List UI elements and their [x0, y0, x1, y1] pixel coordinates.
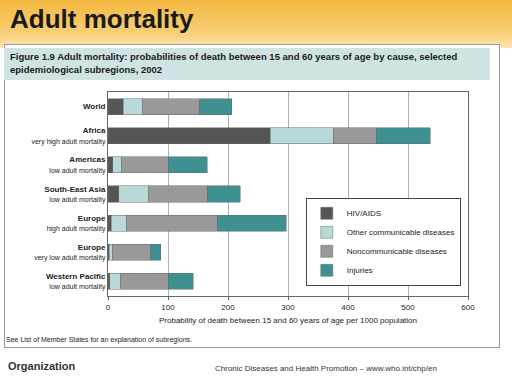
html-text:Chronic Diseases and Health Pr: Chronic Diseases and Health Promotion – …	[215, 364, 437, 373]
svg-text:Other communicable diseases: Other communicable diseases	[347, 228, 455, 237]
svg-text:Injuries: Injuries	[347, 266, 373, 275]
svg-text:600: 600	[461, 303, 475, 312]
svg-text:Europehigh adult mortality: Europehigh adult mortality	[47, 214, 106, 233]
svg-text:300: 300	[281, 303, 295, 312]
svg-text:Western Pacificlow adult morta: Western Pacificlow adult mortality	[46, 272, 106, 291]
svg-text:100: 100	[161, 303, 175, 312]
svg-text:Europevery low adult mortality: Europevery low adult mortality	[34, 243, 106, 262]
svg-text:0: 0	[106, 303, 111, 312]
html-text:Figure 1.9 Adult mortality: pr: Figure 1.9 Adult mortality: probabilitie…	[10, 51, 458, 75]
html-text:Adult mortality: Adult mortality	[10, 4, 194, 34]
svg-text:Noncommunicable diseases: Noncommunicable diseases	[347, 247, 447, 256]
svg-text:HIV/AIDS: HIV/AIDS	[347, 209, 381, 218]
svg-text:Americaslow adult mortality: Americaslow adult mortality	[49, 155, 106, 174]
html-text:See List of Member States for: See List of Member States for an explana…	[6, 336, 192, 343]
svg-text:500: 500	[401, 303, 415, 312]
svg-text:Probability of death between 1: Probability of death between 15 and 60 y…	[159, 316, 417, 325]
svg-text:World: World	[83, 102, 106, 111]
html-text:Organization: Organization	[8, 360, 76, 372]
svg-text:South-East Asialow adult morta: South-East Asialow adult mortality	[44, 185, 106, 204]
svg-text:Africavery high adult mortalit: Africavery high adult mortality	[31, 126, 105, 145]
svg-text:200: 200	[221, 303, 235, 312]
svg-text:400: 400	[341, 303, 355, 312]
